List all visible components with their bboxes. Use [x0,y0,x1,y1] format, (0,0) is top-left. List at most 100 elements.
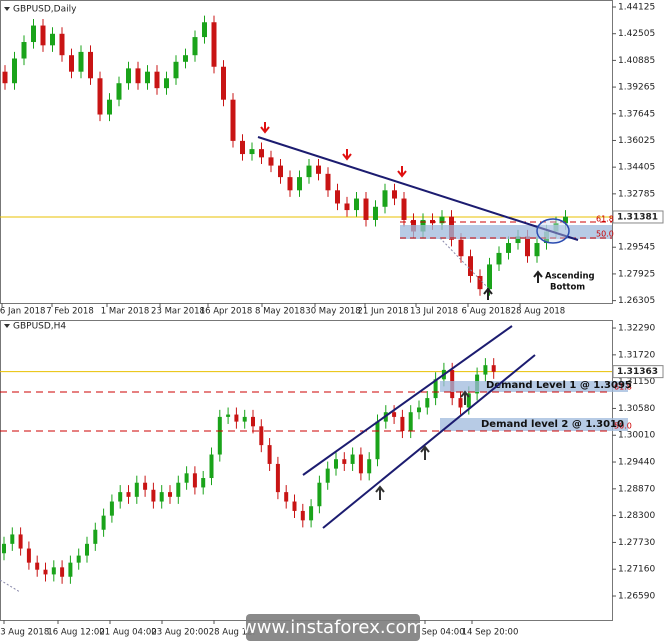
up-arrow [420,445,430,460]
fib-label: 61.8 [596,215,614,224]
candle-body [251,416,255,427]
y-tick-label: 1.44125 [618,3,655,13]
candle-body [306,165,312,178]
candle-body [68,562,73,577]
candle-body [209,454,214,479]
candle-body [143,482,148,490]
candle-body [21,42,27,59]
candle-body [425,398,430,408]
candle-body [154,71,160,89]
candle-body [275,463,280,493]
candle-body [10,534,15,544]
candle-body [400,416,405,432]
candle-body [31,25,36,43]
circle-highlight [536,218,570,244]
candle-body [101,515,106,530]
annotation: Demand level 2 @ 1.3010 [481,419,624,430]
candle-body [51,567,56,575]
up-arrow [483,287,493,300]
x-tick-label: 28 Aug 12: [209,628,256,638]
candle-body [35,562,40,570]
candle-body [211,22,217,67]
candle-body [93,529,98,544]
candle-body [382,190,388,207]
up-arrow [375,485,385,500]
candle-body [408,412,413,432]
candle-body [433,379,438,399]
candle-body [334,459,338,469]
x-tick-label: 23 Mar 2018 [151,307,205,317]
candle-body [192,37,198,56]
watermark-box [246,614,420,641]
annotation: Bottom [550,283,585,293]
price-label: 1.31381 [617,212,658,222]
candle-body [78,51,84,72]
up-arrow [460,390,470,405]
candle-body [259,426,264,446]
candle-body [483,365,488,375]
channel-line [302,325,513,476]
candle-body [168,492,172,497]
x-tick-label: 6 Aug 2018 [461,307,510,317]
candle-body [278,165,283,178]
x-tick-label: 23 Aug 20:00 [151,628,208,638]
x-tick-label: 1 Mar 2018 [101,307,149,317]
candle-body [116,83,122,100]
y-tick-label: 1.26305 [618,296,655,306]
candle-body [325,173,331,191]
y-tick-label: 1.29545 [618,243,655,253]
bottom-annotations: 61.8 50.0 Demand Level 1 @ 1.3095 Demand… [0,325,632,593]
candle-body [344,203,350,211]
candle-body [202,22,207,38]
y-tick-label: 1.29440 [618,458,655,468]
candle-body [85,543,89,556]
candle-body [151,489,156,502]
candle-body [367,459,372,474]
y-tick-label: 1.31150 [618,377,655,387]
x-tick-label: 21 Jun 2018 [357,307,408,317]
down-arrow [397,166,407,178]
candle-body [496,252,502,265]
candle-body [242,416,247,422]
top-annotations: 61.8 50.0 Ascending Bottom [257,122,614,300]
candle-body [230,99,236,141]
price-box [612,210,664,224]
candle-body [109,501,114,516]
candle-body [145,71,150,84]
x-tick-label: 8 May 2018 [255,307,305,317]
candle-body [107,99,112,115]
trend-line [257,136,579,241]
y-tick-label: 1.37645 [618,109,655,119]
candle-body [50,33,55,46]
candle-body [183,55,188,62]
candle-body [60,567,65,577]
y-tick-label: 1.26590 [618,592,655,602]
chart-title: GBPUSD,Daily [13,5,77,15]
candle-body [417,407,421,413]
candle-body [176,482,181,497]
candle-body [392,412,397,417]
y-tick-label: 1.31720 [618,350,655,360]
candle-body [40,25,46,46]
dotted-line [439,237,491,291]
y-tick-label: 1.36025 [618,136,655,146]
x-tick-label: 7 Feb 2018 [46,307,94,317]
candle-body [309,506,314,521]
y-tick-label: 1.42505 [618,29,655,39]
fib-label: 61.8 [614,383,632,392]
watermark: www.instaforex.com [242,617,424,638]
candle-body [2,543,6,554]
candle-body [221,66,226,100]
fib-label: 50.0 [596,230,614,239]
x-tick-label: 13 Jul 2018 [410,307,458,317]
annotation: Demand Level 1 @ 1.3095 [486,380,632,391]
candle-body [287,177,293,191]
candle-body [468,256,473,276]
candle-body [12,58,17,84]
candle-body [240,140,245,155]
candle-body [439,216,445,224]
candle-body [234,414,239,422]
candle-body [217,416,222,455]
y-tick-label: 1.30580 [618,404,655,414]
candle-body [297,177,302,191]
